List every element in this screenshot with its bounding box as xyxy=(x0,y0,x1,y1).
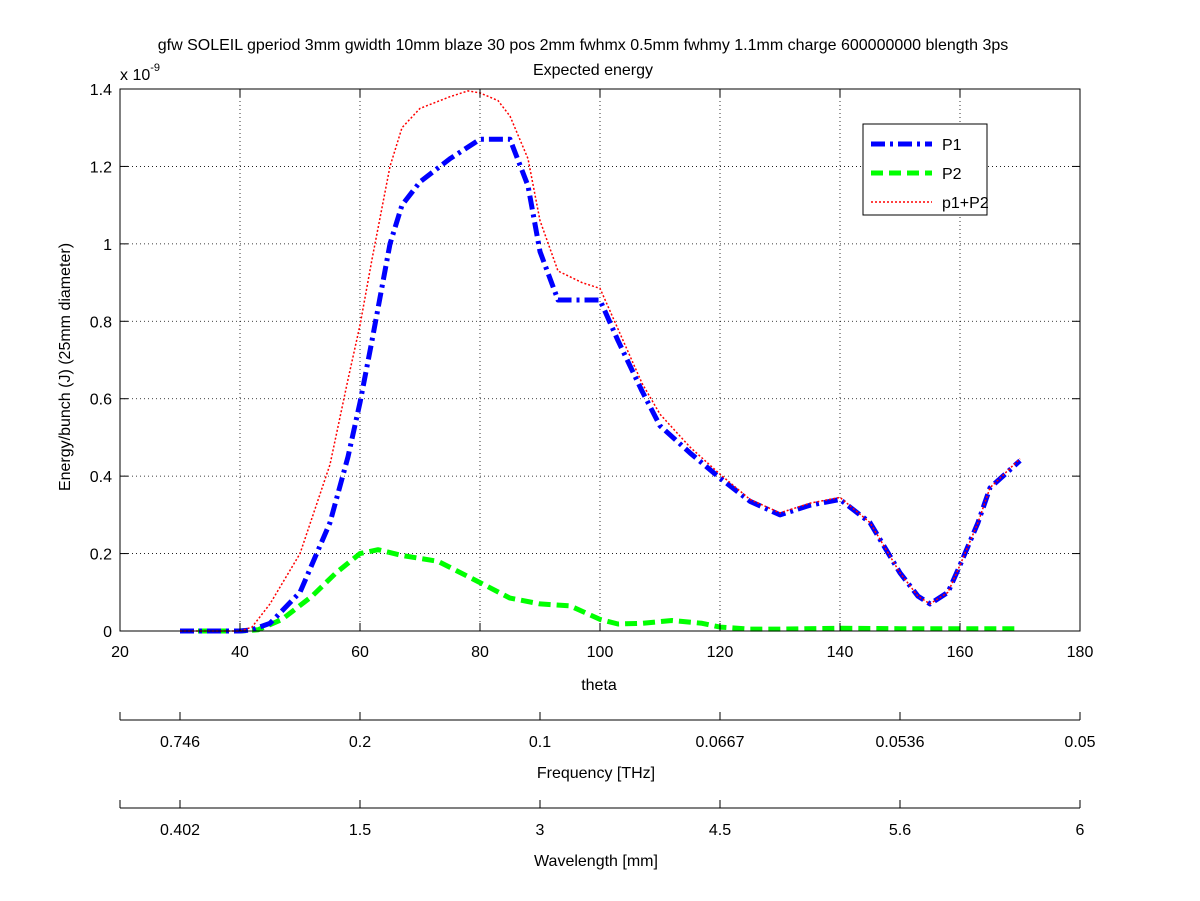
x-tick-label: 60 xyxy=(351,644,369,661)
secondary-tick-label: 0.746 xyxy=(160,734,200,751)
x-axis-label: theta xyxy=(581,677,617,694)
secondary-tick-label: 0.05 xyxy=(1064,734,1095,751)
secondary-tick-label: 0.402 xyxy=(160,822,200,839)
secondary-tick-label: 0.0536 xyxy=(876,734,925,751)
svg-text:x 10-9: x 10-9 xyxy=(120,62,160,84)
axes xyxy=(119,88,1081,632)
series-line-1 xyxy=(180,547,1020,634)
secondary-tick-label: 0.2 xyxy=(349,734,371,751)
legend-box xyxy=(862,123,988,216)
y-axis-label: Energy/bunch (J) (25mm diameter) xyxy=(57,243,74,491)
y-tick-label: 1.2 xyxy=(90,159,112,176)
chart-subtitle: Expected energy xyxy=(533,62,653,79)
x-tick-label: 160 xyxy=(947,644,974,661)
y-tick-label: 0 xyxy=(103,624,112,641)
series-line-2 xyxy=(180,90,1021,632)
secondary-axes: 0.746 0.2 0.1 0.0667 0.0536 0.05 Frequency [TH… xyxy=(119,712,1096,870)
y-tick-label: 0.4 xyxy=(90,469,112,486)
secondary-tick-label: 4.5 xyxy=(709,822,731,839)
legend: P1 P2 p1+P2 xyxy=(862,123,989,216)
x-tick-label: 120 xyxy=(707,644,734,661)
y-exponent-base: x 10 xyxy=(120,67,150,84)
legend-label-2: p1+P2 xyxy=(942,195,989,212)
y-exponent: x 10-9 xyxy=(120,62,160,84)
secondary-tick-label: 1.5 xyxy=(349,822,371,839)
y-tick-label: 0.6 xyxy=(90,392,112,409)
tick-labels: 20 40 60 80 100 120 140 160 180 0 0.2 0.4 0.6 0.8 1 1.2… xyxy=(90,82,1094,661)
y-tick-label: 1 xyxy=(103,237,112,254)
y-tick-label: 0.8 xyxy=(90,314,112,331)
y-exponent-power: -9 xyxy=(150,62,160,74)
legend-label-0: P1 xyxy=(942,137,962,154)
x-tick-label: 140 xyxy=(827,644,854,661)
x-tick-label: 180 xyxy=(1067,644,1094,661)
y-tick-label: 0.2 xyxy=(90,547,112,564)
x-tick-label: 20 xyxy=(111,644,129,661)
secondary-axis-label-0: Frequency [THz] xyxy=(537,765,655,782)
legend-label-1: P2 xyxy=(942,166,962,183)
x-tick-label: 40 xyxy=(231,644,249,661)
chart-title: gfw SOLEIL gperiod 3mm gwidth 10mm blaze… xyxy=(158,37,1008,54)
secondary-tick-label: 3 xyxy=(536,822,545,839)
y-tick-label: 1.4 xyxy=(90,82,112,99)
secondary-axis-label-1: Wavelength [mm] xyxy=(534,853,658,870)
x-tick-label: 80 xyxy=(471,644,489,661)
series-layer xyxy=(180,90,1022,634)
secondary-tick-label: 5.6 xyxy=(889,822,911,839)
grid xyxy=(120,89,1080,631)
secondary-tick-label: 6 xyxy=(1076,822,1085,839)
secondary-tick-label: 0.1 xyxy=(529,734,551,751)
x-tick-label: 100 xyxy=(587,644,614,661)
secondary-tick-label: 0.0667 xyxy=(696,734,745,751)
